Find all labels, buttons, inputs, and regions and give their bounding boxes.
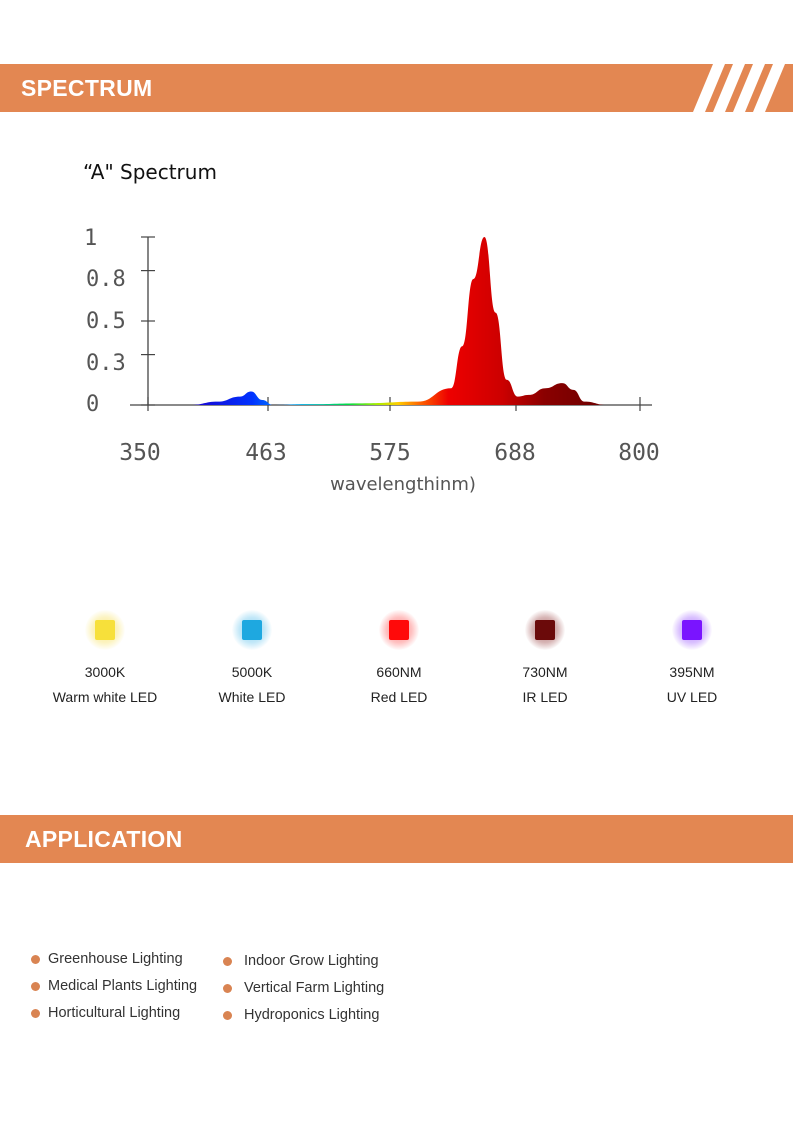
application-item: Greenhouse Lighting [31,951,183,967]
x-tick-label: 575 [369,440,411,466]
led-swatch [535,620,555,640]
chart-axes [130,236,652,411]
application-section-header: APPLICATION [0,815,793,863]
application-item-label: Medical Plants Lighting [48,978,198,994]
bullet-dot-icon [31,981,40,991]
spectrum-section-header: SPECTRUM [0,64,793,112]
x-tick-label: 463 [245,440,287,466]
application-item-label: Greenhouse Lighting [48,951,183,967]
x-tick-label: 350 [119,440,161,466]
chart-title: “A" Spectrum [83,160,217,184]
x-tick-labels: 350 463 575 688 800 [119,440,660,466]
application-item: Horticultural Lighting [31,1005,180,1021]
bullet-dot-icon [223,1010,232,1020]
led-item: 395NM UV LED [632,610,752,705]
led-swatch [95,620,115,640]
led-swatch-glow [379,610,419,650]
application-item-label: Horticultural Lighting [48,1005,181,1021]
spectrum-chart: 0 0.3 0.5 0.8 1 350 463 575 688 800 wavelengthin… [84,226,660,495]
bullet-dot-icon [223,956,232,966]
y-tick-label: 0.3 [86,351,126,376]
led-spec-label: 5000K [231,664,273,680]
y-tick-labels: 0 0.3 0.5 0.8 1 [84,226,126,417]
led-item: 660NM Red LED [339,610,459,705]
led-name-label: UV LED [666,689,718,705]
led-spec-label: 730NM [522,664,568,680]
y-tick-label: 0.8 [86,267,126,292]
led-item: 5000K White LED [192,610,312,705]
chart-area-layer [190,237,607,406]
spectrum-area [190,237,607,405]
application-item-label: Indoor Grow Lighting [244,953,379,969]
x-tick-label: 688 [494,440,536,466]
led-item: 730NM IR LED [485,610,605,705]
led-spec-label: 3000K [84,664,126,680]
application-item: Vertical Farm Lighting [223,980,384,996]
x-tick-label: 800 [618,440,660,466]
led-swatch [389,620,409,640]
led-name-label: Red LED [370,689,428,705]
led-swatch-glow [672,610,712,650]
led-swatch [682,620,702,640]
led-name-label: IR LED [522,689,568,705]
spectrum-section-title: SPECTRUM [21,74,153,101]
application-item: Hydroponics Lighting [223,1007,379,1023]
bullet-dot-icon [31,954,40,964]
y-tick-label: 0 [86,392,99,417]
bullet-dot-icon [223,983,232,993]
led-swatch-glow [525,610,565,650]
y-tick-label: 1 [84,226,97,251]
bullet-dot-icon [31,1008,40,1018]
led-name-label: White LED [218,689,286,705]
led-swatch-glow [85,610,125,650]
application-item: Medical Plants Lighting [31,978,197,994]
led-name-label: Warm white LED [52,689,158,705]
led-swatch [242,620,262,640]
application-item-label: Vertical Farm Lighting [244,980,385,996]
y-tick-label: 0.5 [86,309,126,334]
application-item: Indoor Grow Lighting [223,953,379,969]
led-spec-label: 395NM [669,664,715,680]
stripes-decoration [653,64,793,112]
application-item-label: Hydroponics Lighting [244,1007,380,1023]
led-item: 3000K Warm white LED [45,610,165,705]
led-swatch-glow [232,610,272,650]
led-spec-label: 660NM [376,664,422,680]
application-section-title: APPLICATION [25,825,183,852]
x-axis-label: wavelengthinm) [330,474,476,495]
